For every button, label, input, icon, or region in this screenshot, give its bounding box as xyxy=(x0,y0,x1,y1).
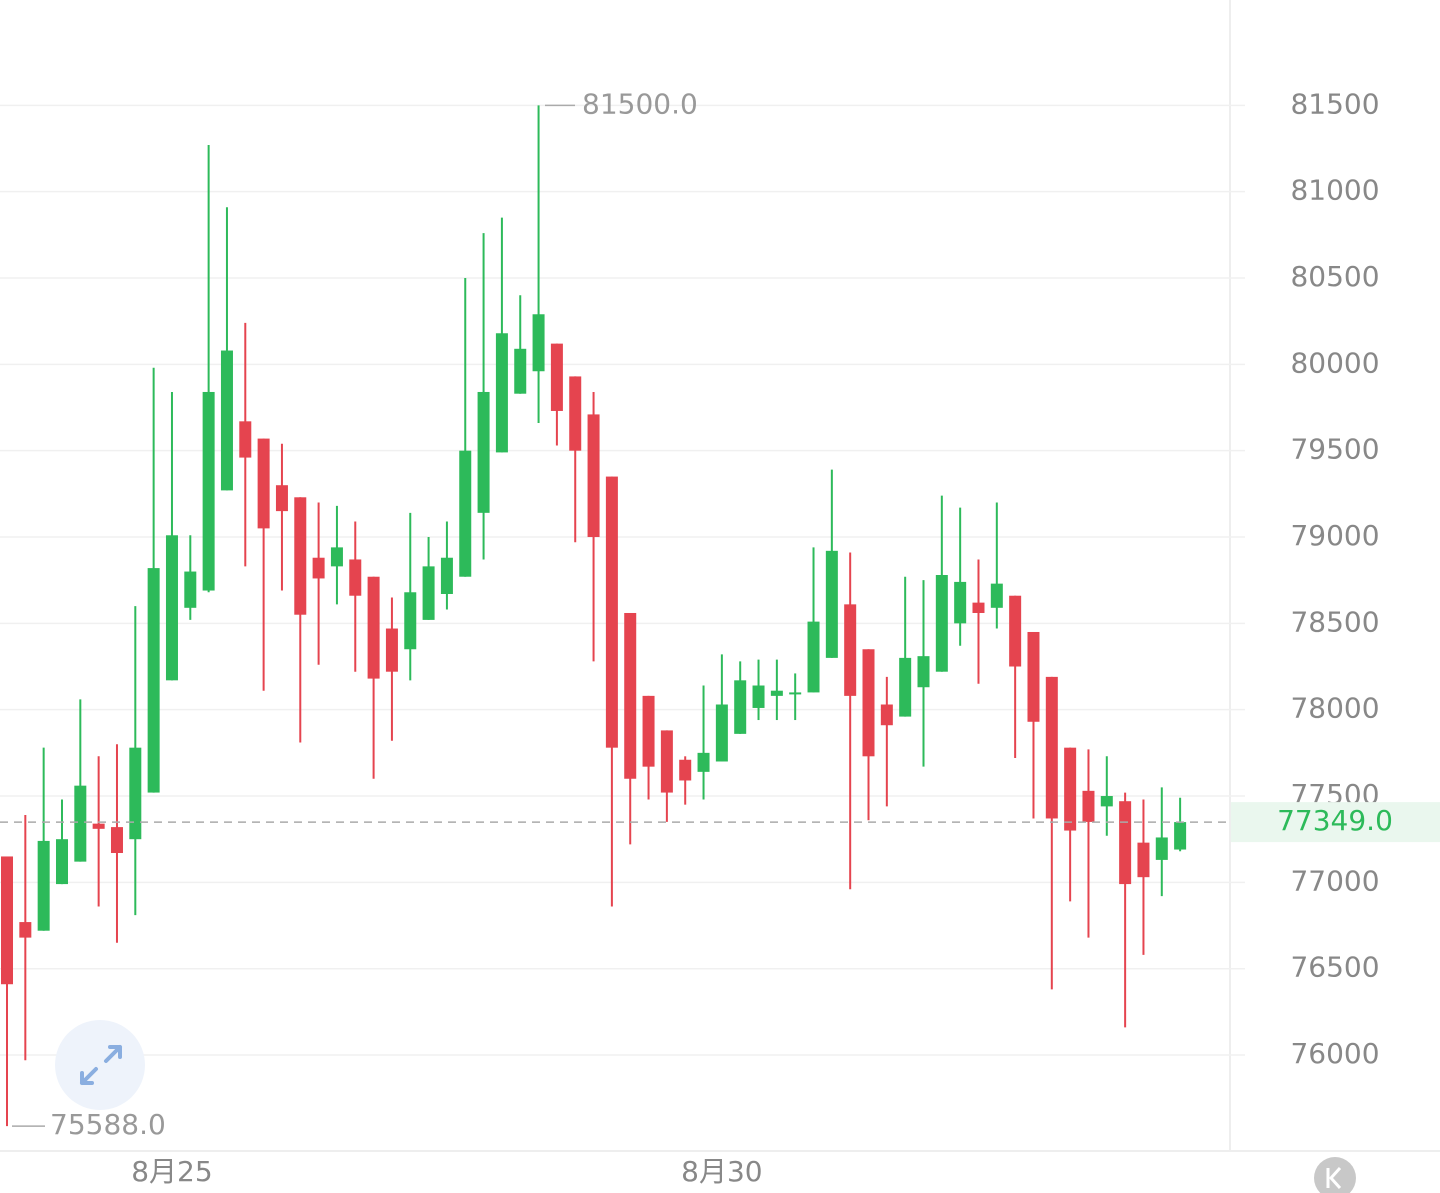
candle-body xyxy=(202,391,215,591)
candle-body xyxy=(807,621,820,693)
candle-body xyxy=(129,747,142,840)
y-tick-label: 80500 xyxy=(1290,260,1379,293)
y-tick-label: 78500 xyxy=(1290,605,1379,638)
candle-body xyxy=(844,604,857,696)
k-icon[interactable] xyxy=(1326,1166,1342,1190)
candle-body xyxy=(55,839,68,885)
candle-body xyxy=(605,476,618,748)
high-annotation: 81500.0 xyxy=(582,87,698,120)
candle-body xyxy=(697,752,710,772)
y-tick-label: 79500 xyxy=(1290,433,1379,466)
candle-body xyxy=(330,547,343,567)
candle-body xyxy=(825,550,838,658)
candle-body xyxy=(184,571,197,608)
candle-body xyxy=(532,314,545,372)
candle-body xyxy=(1119,801,1132,885)
candle-body xyxy=(660,730,673,793)
candle-body xyxy=(1082,790,1095,822)
candle-body xyxy=(770,690,783,696)
candle-body xyxy=(459,450,472,577)
y-tick-label: 80000 xyxy=(1290,346,1379,379)
candle-body xyxy=(147,568,160,793)
candle-body xyxy=(789,692,802,695)
candle-body xyxy=(312,557,325,579)
candle-body xyxy=(1155,837,1168,860)
candle-body xyxy=(165,535,178,681)
candle-body xyxy=(404,592,417,650)
low-annotation: 75588.0 xyxy=(50,1108,166,1141)
candle-body xyxy=(935,575,948,672)
candle-body xyxy=(74,785,87,862)
y-tick-label: 81000 xyxy=(1290,174,1379,207)
x-tick-label: 8月30 xyxy=(681,1155,762,1188)
candle-body xyxy=(642,695,655,767)
candle-body xyxy=(1137,842,1150,878)
candle-body xyxy=(514,348,527,394)
candle-body xyxy=(917,656,930,688)
x-tick-label: 8月25 xyxy=(131,1155,212,1188)
candle-body xyxy=(19,922,32,938)
candle-body xyxy=(954,581,967,624)
k-button[interactable] xyxy=(1314,1157,1356,1193)
candle-body xyxy=(899,657,912,717)
candle-body xyxy=(569,376,582,451)
candle-body xyxy=(1027,631,1040,722)
y-tick-label: 76500 xyxy=(1290,951,1379,984)
candle-body xyxy=(92,823,105,829)
last-price-box xyxy=(1231,802,1440,843)
candle-body xyxy=(624,612,637,779)
candle-body xyxy=(752,685,765,708)
candle-body xyxy=(1100,796,1113,807)
candle-body xyxy=(1009,595,1022,667)
y-tick-label: 81500 xyxy=(1290,87,1379,120)
candle-body xyxy=(679,759,692,781)
candle-body xyxy=(422,566,435,620)
candle-body xyxy=(495,333,508,453)
y-tick-label: 76000 xyxy=(1290,1037,1379,1070)
candle-body xyxy=(1174,822,1187,850)
candle-body xyxy=(367,576,380,679)
y-tick-label: 78000 xyxy=(1290,692,1379,725)
candle-body xyxy=(587,414,600,538)
expand-button[interactable] xyxy=(55,1020,145,1110)
candle-body xyxy=(220,350,233,491)
candle-body xyxy=(294,497,307,615)
candle-body xyxy=(862,649,875,757)
expand-circle[interactable] xyxy=(55,1020,145,1110)
y-tick-label: 77000 xyxy=(1290,864,1379,897)
candle-body xyxy=(880,704,893,726)
candle-body xyxy=(972,602,985,613)
candle-body xyxy=(990,583,1003,608)
candle-body xyxy=(715,704,728,762)
candle-body xyxy=(1045,676,1058,819)
expand-icon[interactable] xyxy=(80,1045,122,1085)
last-price-label: 77349.0 xyxy=(1277,804,1393,837)
candle-body xyxy=(239,421,252,458)
candle-body xyxy=(257,438,270,529)
candle-body xyxy=(385,628,398,672)
candle-body xyxy=(1064,747,1077,831)
candle-body xyxy=(349,559,362,596)
candle-body xyxy=(477,391,490,513)
candle-body xyxy=(734,680,747,734)
candle-body xyxy=(1,856,13,985)
y-tick-label: 79000 xyxy=(1290,519,1379,552)
candle-body xyxy=(37,840,50,931)
candle-body xyxy=(275,485,288,512)
candle-body xyxy=(110,827,123,854)
candle-body xyxy=(440,557,453,594)
candle-body xyxy=(550,343,563,411)
